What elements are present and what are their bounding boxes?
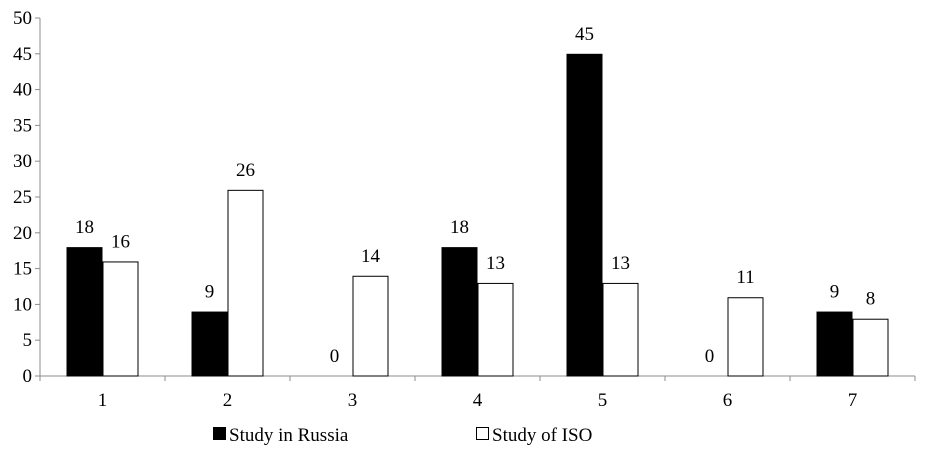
data-labels: 18 16 9 26 0 14 18 13 45 13 0 11 9 8 (75, 24, 875, 367)
bar-series-1 (816, 311, 853, 377)
data-label: 11 (736, 267, 754, 288)
x-tick-label: 2 (223, 390, 233, 411)
bar-series-2 (352, 275, 389, 377)
bars (66, 53, 889, 377)
x-axis: 1 2 3 4 5 6 7 (39, 375, 916, 411)
bar-series-1 (566, 53, 603, 377)
bar-series-2 (102, 261, 139, 377)
y-tick-label: 10 (13, 294, 32, 315)
bar-series-2 (477, 282, 514, 377)
y-tick-label: 40 (13, 80, 32, 101)
y-tick-label: 30 (13, 151, 32, 172)
x-tick-label: 6 (723, 390, 733, 411)
data-label: 13 (486, 253, 505, 274)
bar-series-2 (852, 318, 889, 377)
y-tick-label: 50 (13, 8, 32, 29)
bar-series-2 (727, 297, 764, 377)
bar-series-1 (191, 311, 228, 377)
x-tick-label: 4 (473, 390, 483, 411)
bar-series-1 (66, 247, 103, 377)
data-label: 9 (205, 282, 215, 303)
data-label: 9 (830, 282, 840, 303)
data-label: 45 (575, 24, 594, 45)
y-tick-label: 45 (13, 44, 32, 65)
data-label: 16 (111, 231, 130, 252)
y-tick-label: 35 (13, 115, 32, 136)
data-label: 26 (236, 160, 255, 181)
y-tick-label: 20 (13, 223, 32, 244)
bar-series-1 (441, 247, 478, 377)
data-label: 18 (450, 217, 469, 238)
y-axis: 0 5 10 15 20 25 30 35 40 45 50 (13, 8, 41, 387)
x-tick-label: 7 (848, 390, 858, 411)
bar-series-2 (602, 282, 639, 377)
legend-swatch (213, 427, 226, 440)
legend: Study in Russia Study of ISO (213, 425, 592, 446)
data-label: 13 (611, 253, 630, 274)
y-tick-label: 25 (13, 187, 32, 208)
y-tick-label: 5 (23, 330, 33, 351)
x-tick-label: 5 (598, 390, 608, 411)
data-label: 0 (330, 346, 340, 367)
data-label: 8 (866, 289, 876, 310)
legend-label: Study in Russia (229, 425, 349, 446)
y-tick-label: 0 (23, 366, 33, 387)
bar-series-2 (227, 189, 264, 377)
legend-swatch (476, 427, 489, 440)
data-label: 14 (361, 246, 381, 267)
legend-label: Study of ISO (492, 425, 592, 446)
data-label: 0 (705, 346, 715, 367)
x-tick-label: 3 (348, 390, 358, 411)
x-tick-label: 1 (98, 390, 108, 411)
data-label: 18 (75, 217, 94, 238)
y-tick-label: 15 (13, 259, 32, 280)
